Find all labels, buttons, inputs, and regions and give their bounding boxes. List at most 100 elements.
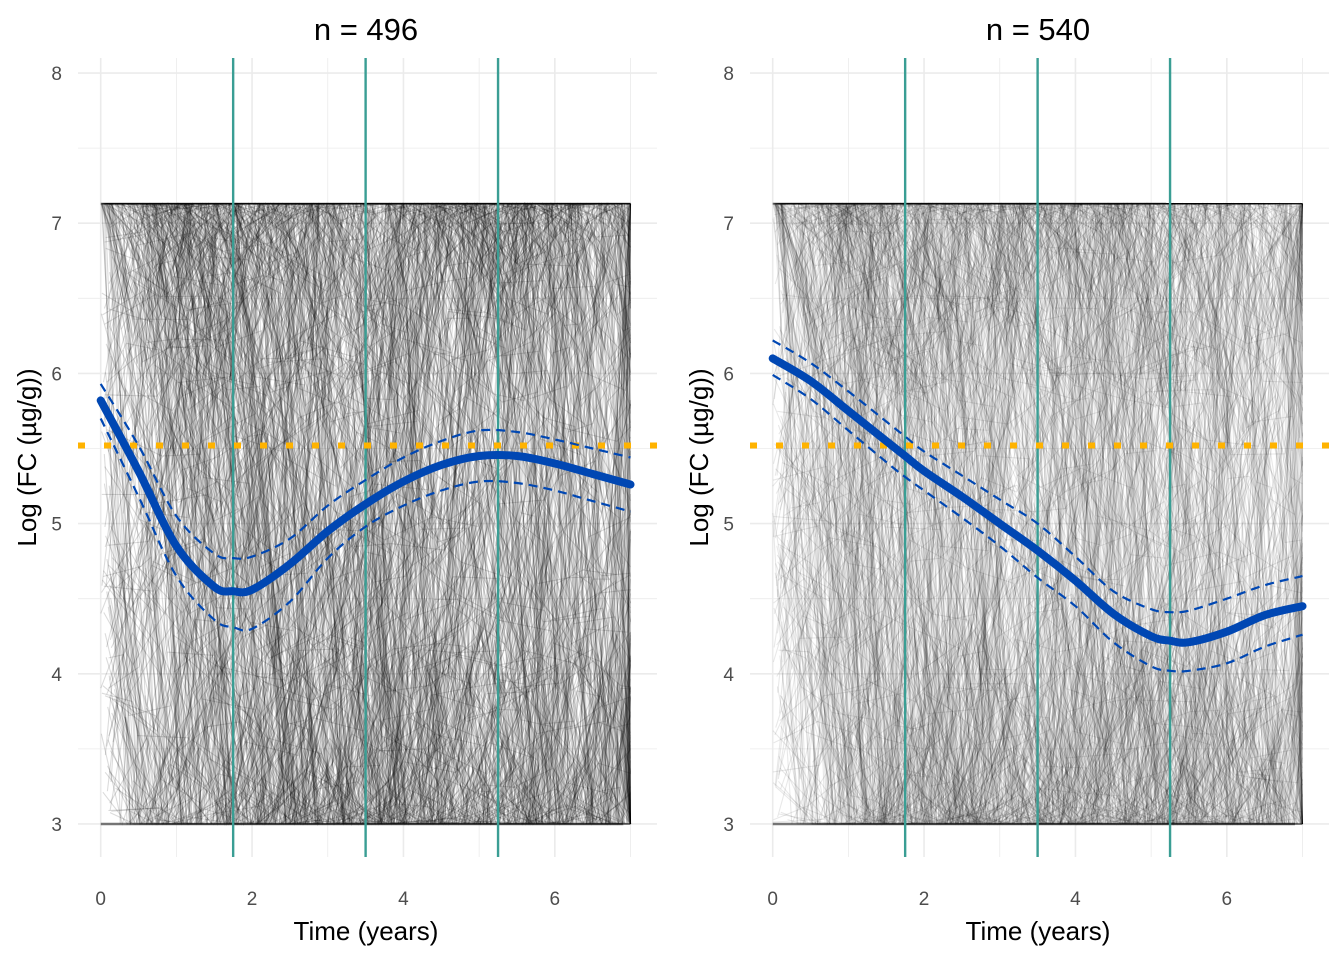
trajectory-line [820, 363, 1304, 825]
trajectory-line [837, 203, 1304, 825]
trajectory-line [142, 203, 631, 825]
trajectory-line [116, 203, 632, 825]
trajectory-line [110, 202, 525, 825]
trajectory-line [168, 203, 555, 436]
trajectory-line [861, 203, 1288, 826]
y-tick-label: 8 [51, 64, 62, 85]
trajectory-line [101, 202, 590, 825]
x-tick-label: 0 [767, 889, 778, 910]
trajectory-line [822, 203, 1202, 460]
trajectory-line [827, 203, 1304, 827]
trajectory-line [103, 202, 632, 827]
trajectory-line [781, 201, 1304, 825]
trajectory-line [161, 203, 631, 825]
trajectory-line [120, 202, 631, 559]
trajectory-line [837, 203, 1303, 825]
trajectory-line [108, 202, 624, 613]
trajectory-line [126, 203, 543, 825]
trajectory-line [154, 203, 625, 618]
trajectory-line [804, 236, 1304, 825]
trajectory-line [103, 203, 631, 319]
trajectory-line [117, 201, 632, 661]
trajectory-line [837, 413, 1303, 826]
trajectory-line [773, 203, 1303, 538]
trajectory-line [138, 202, 632, 825]
trajectory-line [828, 203, 1303, 825]
trajectory-line [117, 201, 592, 825]
trajectory-line [110, 203, 624, 826]
trajectory-line [104, 203, 626, 591]
trajectory-line [856, 203, 1215, 507]
trajectory-line [104, 203, 632, 826]
trajectory-line [794, 203, 1303, 825]
trajectory-line [834, 202, 1303, 825]
trajectory-line [145, 202, 632, 515]
trajectory-line [776, 203, 1298, 825]
ci-lower [772, 373, 1303, 673]
trajectory-line [161, 202, 631, 825]
trajectory-line [109, 202, 632, 825]
trajectory-line [846, 203, 1234, 825]
trajectory-line [803, 203, 1270, 825]
trajectory-line [108, 203, 538, 825]
trajectory-line [107, 203, 631, 825]
trajectory-line [827, 202, 1303, 394]
trajectory-line [121, 203, 632, 825]
trajectory-line [831, 203, 1222, 826]
trajectory-line [788, 203, 1250, 825]
trajectory-line [113, 203, 632, 826]
trajectory-line [825, 201, 1178, 825]
trajectory-line [832, 202, 1303, 826]
trajectory-line [102, 202, 631, 383]
trajectory-line [777, 203, 1303, 825]
trajectory-line [179, 201, 590, 692]
trajectory-line [849, 201, 1298, 827]
trajectory-line [156, 203, 632, 826]
trajectory-line [109, 202, 632, 826]
trajectory-line [104, 203, 632, 826]
trajectory-line [782, 203, 1172, 826]
trajectory-line [857, 202, 1304, 826]
trajectory-line [781, 203, 1303, 825]
trajectory-line [109, 202, 631, 825]
trajectory-line [190, 306, 632, 827]
trajectory-line [784, 202, 1304, 825]
trajectory-line [169, 202, 629, 374]
trajectory-line [784, 203, 1304, 827]
trajectory-line [109, 203, 631, 826]
trajectory-line [137, 203, 631, 825]
trajectory-line [131, 201, 631, 826]
trajectory-line [156, 203, 610, 825]
trajectory-line [102, 202, 632, 608]
trajectory-line [100, 203, 574, 825]
trajectory-line [834, 203, 1303, 825]
y-tick-label: 4 [51, 665, 62, 686]
trajectory-line [777, 203, 1185, 621]
ci-upper [99, 383, 631, 560]
trajectory-line [809, 202, 1302, 825]
trajectory-line [135, 203, 632, 825]
trajectory-line [783, 202, 1247, 825]
trajectory-line [832, 202, 1303, 825]
trajectory-line [184, 203, 546, 825]
trajectory-line [145, 203, 632, 795]
trajectory-line [163, 203, 631, 825]
trajectory-line [176, 203, 620, 825]
trajectory-line [778, 203, 1304, 826]
panel-title: n = 496 [314, 12, 418, 47]
trajectory-line [774, 203, 1303, 492]
trajectory-line [110, 202, 618, 825]
trajectory-line [774, 203, 1272, 825]
trajectory-line [779, 202, 1304, 825]
trajectory-line [775, 203, 1286, 825]
trajectory-line [109, 526, 632, 825]
trajectory-line [108, 201, 532, 452]
trajectory-line [109, 203, 603, 825]
trajectory-line [849, 203, 1304, 813]
trajectory-line [139, 202, 632, 825]
trajectory-line [777, 203, 1304, 825]
trajectory-line [794, 202, 1212, 825]
trajectory-line [776, 203, 1304, 825]
trajectory-line [814, 203, 1303, 826]
